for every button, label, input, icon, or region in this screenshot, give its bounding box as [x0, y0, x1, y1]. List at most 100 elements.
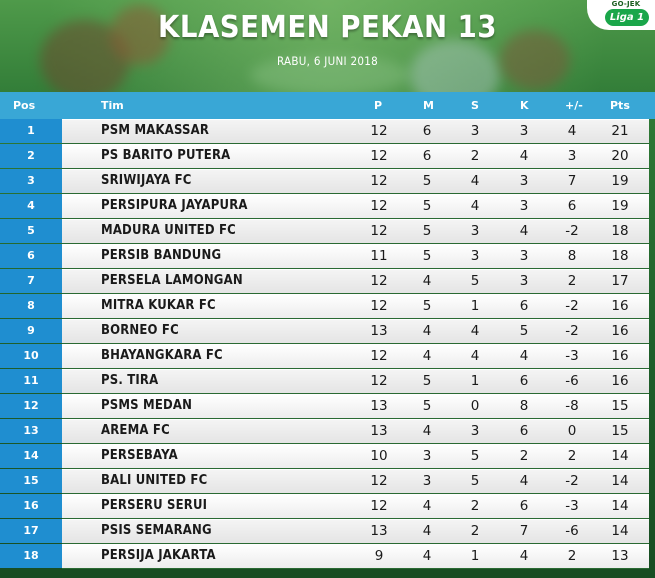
team-name-cell: PS BARITO PUTERA: [101, 148, 231, 163]
played-cell: 12: [370, 223, 388, 239]
goal-diff-cell: -8: [565, 398, 579, 414]
table-row: 1 PSM MAKASSAR 12 6 3 3 4 21: [0, 119, 655, 144]
played-cell: 12: [370, 348, 388, 364]
row-divider: [62, 518, 649, 519]
position-cell: 7: [0, 269, 62, 293]
lost-cell: 6: [519, 498, 529, 514]
background-light-blur: [250, 55, 410, 95]
team-name-cell: PERSERU SERUI: [101, 498, 208, 513]
background-player-blur: [500, 30, 570, 90]
row-body: [62, 244, 649, 269]
drawn-cell: 4: [470, 323, 480, 339]
row-body: [62, 144, 649, 169]
points-cell: 16: [611, 298, 629, 314]
row-body: [62, 294, 649, 319]
team-name-cell: PERSIB BANDUNG: [101, 248, 222, 263]
drawn-cell: 1: [470, 548, 480, 564]
goal-diff-cell: 0: [567, 423, 577, 439]
row-body: [62, 319, 649, 344]
played-cell: 12: [370, 498, 388, 514]
drawn-cell: 2: [470, 148, 480, 164]
team-name-cell: AREMA FC: [101, 423, 170, 438]
played-cell: 12: [370, 473, 388, 489]
background-player-blur: [110, 5, 170, 65]
row-divider: [62, 143, 649, 144]
row-divider: [62, 318, 649, 319]
row-divider: [62, 568, 649, 569]
table-row: 17 PSIS SEMARANG 13 4 2 7 -6 14: [0, 519, 655, 544]
position-cell: 12: [0, 394, 62, 418]
team-name-cell: BHAYANGKARA FC: [101, 348, 223, 363]
drawn-cell: 4: [470, 173, 480, 189]
row-body: [62, 369, 649, 394]
team-name-cell: PS. TIRA: [101, 373, 159, 388]
row-divider: [62, 243, 649, 244]
row-divider: [62, 443, 649, 444]
drawn-cell: 1: [470, 298, 480, 314]
team-name-cell: PERSIPURA JAYAPURA: [101, 198, 248, 213]
column-header-won: M: [423, 99, 434, 112]
lost-cell: 3: [519, 273, 529, 289]
row-body: [62, 469, 649, 494]
table-row: 10 BHAYANGKARA FC 12 4 4 4 -3 16: [0, 344, 655, 369]
goal-diff-cell: -3: [565, 348, 579, 364]
row-divider: [62, 268, 649, 269]
position-cell: 16: [0, 494, 62, 518]
column-header-played: P: [374, 99, 383, 112]
position-cell: 8: [0, 294, 62, 318]
drawn-cell: 4: [470, 348, 480, 364]
page-title: KLASEMEN PEKAN 13: [158, 10, 497, 45]
column-header-points: Pts: [610, 99, 630, 112]
lost-cell: 6: [519, 298, 529, 314]
team-name-cell: SRIWIJAYA FC: [101, 173, 192, 188]
team-name-cell: PSIS SEMARANG: [101, 523, 212, 538]
won-cell: 4: [422, 523, 432, 539]
table-row: 8 MITRA KUKAR FC 12 5 1 6 -2 16: [0, 294, 655, 319]
won-cell: 5: [422, 173, 432, 189]
played-cell: 12: [370, 298, 388, 314]
played-cell: 13: [370, 423, 388, 439]
position-cell: 9: [0, 319, 62, 343]
won-cell: 5: [422, 398, 432, 414]
row-body: [62, 344, 649, 369]
drawn-cell: 0: [470, 398, 480, 414]
points-cell: 13: [611, 548, 629, 564]
row-divider: [62, 343, 649, 344]
goal-diff-cell: -2: [565, 473, 579, 489]
played-cell: 12: [370, 148, 388, 164]
points-cell: 14: [611, 448, 629, 464]
team-name-cell: MITRA KUKAR FC: [101, 298, 216, 313]
table-row: 9 BORNEO FC 13 4 4 5 -2 16: [0, 319, 655, 344]
goal-diff-cell: 4: [567, 123, 577, 139]
played-cell: 11: [370, 248, 388, 264]
table-row: 14 PERSEBAYA 10 3 5 2 2 14: [0, 444, 655, 469]
row-body: [62, 544, 649, 569]
points-cell: 15: [611, 398, 629, 414]
row-divider: [62, 193, 649, 194]
played-cell: 9: [374, 548, 384, 564]
won-cell: 4: [422, 423, 432, 439]
played-cell: 13: [370, 323, 388, 339]
row-body: [62, 519, 649, 544]
logo-brand-top: GO-JEK: [611, 0, 641, 8]
drawn-cell: 2: [470, 498, 480, 514]
points-cell: 14: [611, 498, 629, 514]
goal-diff-cell: 2: [567, 448, 577, 464]
won-cell: 6: [422, 148, 432, 164]
lost-cell: 4: [519, 548, 529, 564]
column-header-pos: Pos: [13, 99, 36, 112]
points-cell: 16: [611, 323, 629, 339]
row-body: [62, 444, 649, 469]
position-cell: 13: [0, 419, 62, 443]
drawn-cell: 5: [470, 473, 480, 489]
position-cell: 10: [0, 344, 62, 368]
table-row: 2 PS BARITO PUTERA 12 6 2 4 3 20: [0, 144, 655, 169]
team-name-cell: PSM MAKASSAR: [101, 123, 210, 138]
position-cell: 15: [0, 469, 62, 493]
lost-cell: 3: [519, 198, 529, 214]
goal-diff-cell: -6: [565, 373, 579, 389]
lost-cell: 4: [519, 148, 529, 164]
row-divider: [62, 368, 649, 369]
position-cell: 6: [0, 244, 62, 268]
logo-brand-pill: Liga 1: [605, 9, 649, 26]
